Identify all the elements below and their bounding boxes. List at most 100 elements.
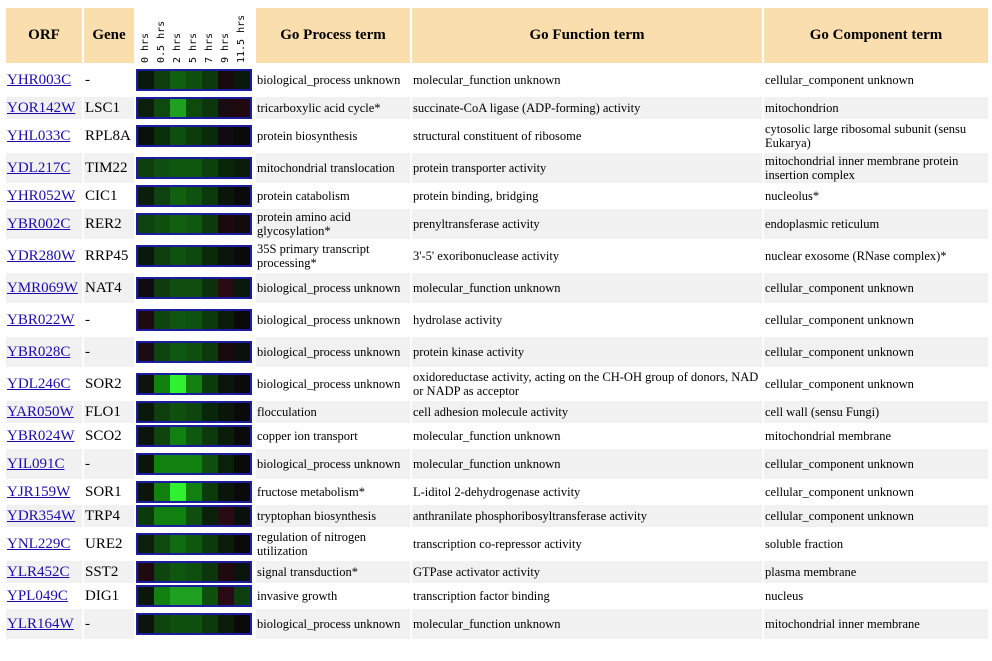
heatmap-cell <box>136 209 254 239</box>
function-header: Go Function term <box>412 8 762 63</box>
heatmap-square <box>202 127 218 145</box>
heatmap-square <box>154 311 170 329</box>
function-cell: molecular_function unknown <box>413 429 561 443</box>
heatmap-cell <box>136 505 254 527</box>
heatmap-cell <box>136 481 254 503</box>
orf-cell: YLR164W <box>6 609 82 639</box>
orf-link[interactable]: YJR159W <box>7 484 71 500</box>
heatmap-cell <box>136 449 254 479</box>
orf-link[interactable]: YHL033C <box>7 128 71 144</box>
orf-link[interactable]: YBR022W <box>7 312 75 328</box>
heatmap-square <box>138 507 154 525</box>
expression-heatmap <box>136 97 252 119</box>
expression-heatmap <box>136 481 252 503</box>
heatmap-square <box>138 403 154 421</box>
gene-cell: RER2 <box>84 209 134 239</box>
orf-cell: YHR003C <box>6 65 82 95</box>
orf-link[interactable]: YMR069W <box>7 280 78 296</box>
heatmap-square <box>186 311 202 329</box>
table-body: YHR003C - biological_process unknown molecu… <box>6 65 988 639</box>
orf-link[interactable]: YLR452C <box>7 564 70 580</box>
gene-cell: FLO1 <box>84 401 134 423</box>
orf-link[interactable]: YDR354W <box>7 508 76 524</box>
header-row: ORF Gene 0 hrs 0.5 hrs 2 hrs 5 hrs 7 hrs 9 hr… <box>6 8 988 63</box>
heatmap-square <box>202 311 218 329</box>
heatmap-square <box>218 563 234 581</box>
heatmap-square <box>218 127 234 145</box>
heatmap-square <box>234 507 250 525</box>
heatmap-square <box>218 483 234 501</box>
heatmap-square <box>170 311 186 329</box>
orf-link[interactable]: YBR024W <box>7 428 75 444</box>
table-row: YHL033C RPL8A protein biosynthesis structur… <box>6 121 988 151</box>
heatmap-square <box>234 343 250 361</box>
orf-link[interactable]: YDL217C <box>7 160 71 176</box>
heatmap-square <box>138 587 154 605</box>
orf-cell: YBR024W <box>6 425 82 447</box>
process-cell: protein amino acid glycosylation* <box>256 209 410 239</box>
heatmap-square <box>234 215 250 233</box>
table-row: YLR452C SST2 signal transduction* GTPase ac… <box>6 561 988 583</box>
process-cell: invasive growth <box>257 589 338 603</box>
expression-heatmap <box>136 277 252 299</box>
heatmap-cell <box>136 305 254 335</box>
heatmap-square <box>170 535 186 553</box>
gene-cell: - <box>84 449 134 479</box>
heatmap-square <box>186 127 202 145</box>
heatmap-square <box>154 343 170 361</box>
orf-link[interactable]: YHR003C <box>7 72 72 88</box>
function-cell: structural constituent of ribosome <box>413 129 582 143</box>
orf-link[interactable]: YDR280W <box>7 248 76 264</box>
heatmap-square <box>218 587 234 605</box>
timepoint-label: 2 hrs <box>172 32 183 63</box>
heatmap-square <box>154 507 170 525</box>
table-row: YHR052W CIC1 protein catabolism protein bin… <box>6 185 988 207</box>
heatmap-square <box>202 343 218 361</box>
heatmap-square <box>186 615 202 633</box>
heatmap-square <box>154 127 170 145</box>
table-row: YLR164W - biological_process unknown molecu… <box>6 609 988 639</box>
component-cell: cellular_component unknown <box>764 273 988 303</box>
expression-heatmap <box>136 533 252 555</box>
orf-cell: YPL049C <box>6 585 82 607</box>
orf-link[interactable]: YPL049C <box>7 588 68 604</box>
table-row: YDL246C SOR2 biological_process unknown oxi… <box>6 369 988 399</box>
heatmap-square <box>186 535 202 553</box>
orf-link[interactable]: YAR050W <box>7 404 74 420</box>
orf-cell: YDR280W <box>6 241 82 271</box>
orf-link[interactable]: YHR052W <box>7 188 76 204</box>
heatmap-square <box>154 427 170 445</box>
heatmap-square <box>202 279 218 297</box>
heatmap-square <box>234 159 250 177</box>
heatmap-square <box>218 375 234 393</box>
function-cell: L-iditol 2-dehydrogenase activity <box>413 485 581 499</box>
orf-link[interactable]: YBR028C <box>7 344 71 360</box>
heatmap-square <box>154 71 170 89</box>
orf-link[interactable]: YNL229C <box>7 536 71 552</box>
heatmap-square <box>154 99 170 117</box>
heatmap-square <box>154 535 170 553</box>
orf-link[interactable]: YIL091C <box>7 456 65 472</box>
orf-link[interactable]: YBR002C <box>7 216 71 232</box>
heatmap-cell <box>136 585 254 607</box>
heatmap-cell <box>136 65 254 95</box>
component-cell: cellular_component unknown <box>764 337 988 367</box>
gene-cell: SST2 <box>84 561 134 583</box>
process-cell: biological_process unknown <box>256 273 410 303</box>
expression-heatmap <box>136 245 252 267</box>
heatmap-square <box>170 215 186 233</box>
heatmap-square <box>218 311 234 329</box>
heatmap-square <box>154 403 170 421</box>
table-row: YPL049C DIG1 invasive growth transcription … <box>6 585 988 607</box>
heatmap-cell <box>136 425 254 447</box>
timepoint-label: 7 hrs <box>204 32 215 63</box>
heatmap-square <box>170 615 186 633</box>
function-cell: protein kinase activity <box>412 337 762 367</box>
process-cell: flocculation <box>256 401 410 423</box>
orf-link[interactable]: YLR164W <box>7 616 74 632</box>
heatmap-square <box>170 187 186 205</box>
table-row: YHR003C - biological_process unknown molecu… <box>6 65 988 95</box>
orf-link[interactable]: YOR142W <box>7 100 76 116</box>
heatmap-square <box>202 483 218 501</box>
orf-link[interactable]: YDL246C <box>7 376 71 392</box>
